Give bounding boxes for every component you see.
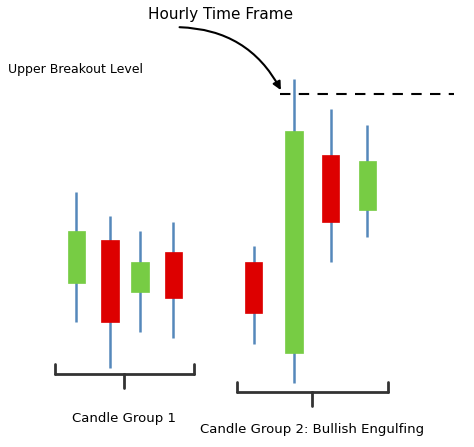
Text: Hourly Time Frame: Hourly Time Frame — [148, 8, 293, 22]
Text: Candle Group 1: Candle Group 1 — [72, 412, 176, 425]
Bar — [322, 155, 339, 222]
Bar — [131, 261, 149, 292]
Text: Candle Group 2: Bullish Engulfing: Candle Group 2: Bullish Engulfing — [200, 422, 424, 435]
Bar — [165, 253, 182, 298]
Text: Upper Breakout Level: Upper Breakout Level — [8, 63, 143, 76]
Bar — [68, 231, 85, 283]
Bar — [245, 261, 263, 313]
Bar — [101, 240, 118, 322]
Bar — [359, 161, 376, 210]
Bar — [285, 131, 302, 353]
